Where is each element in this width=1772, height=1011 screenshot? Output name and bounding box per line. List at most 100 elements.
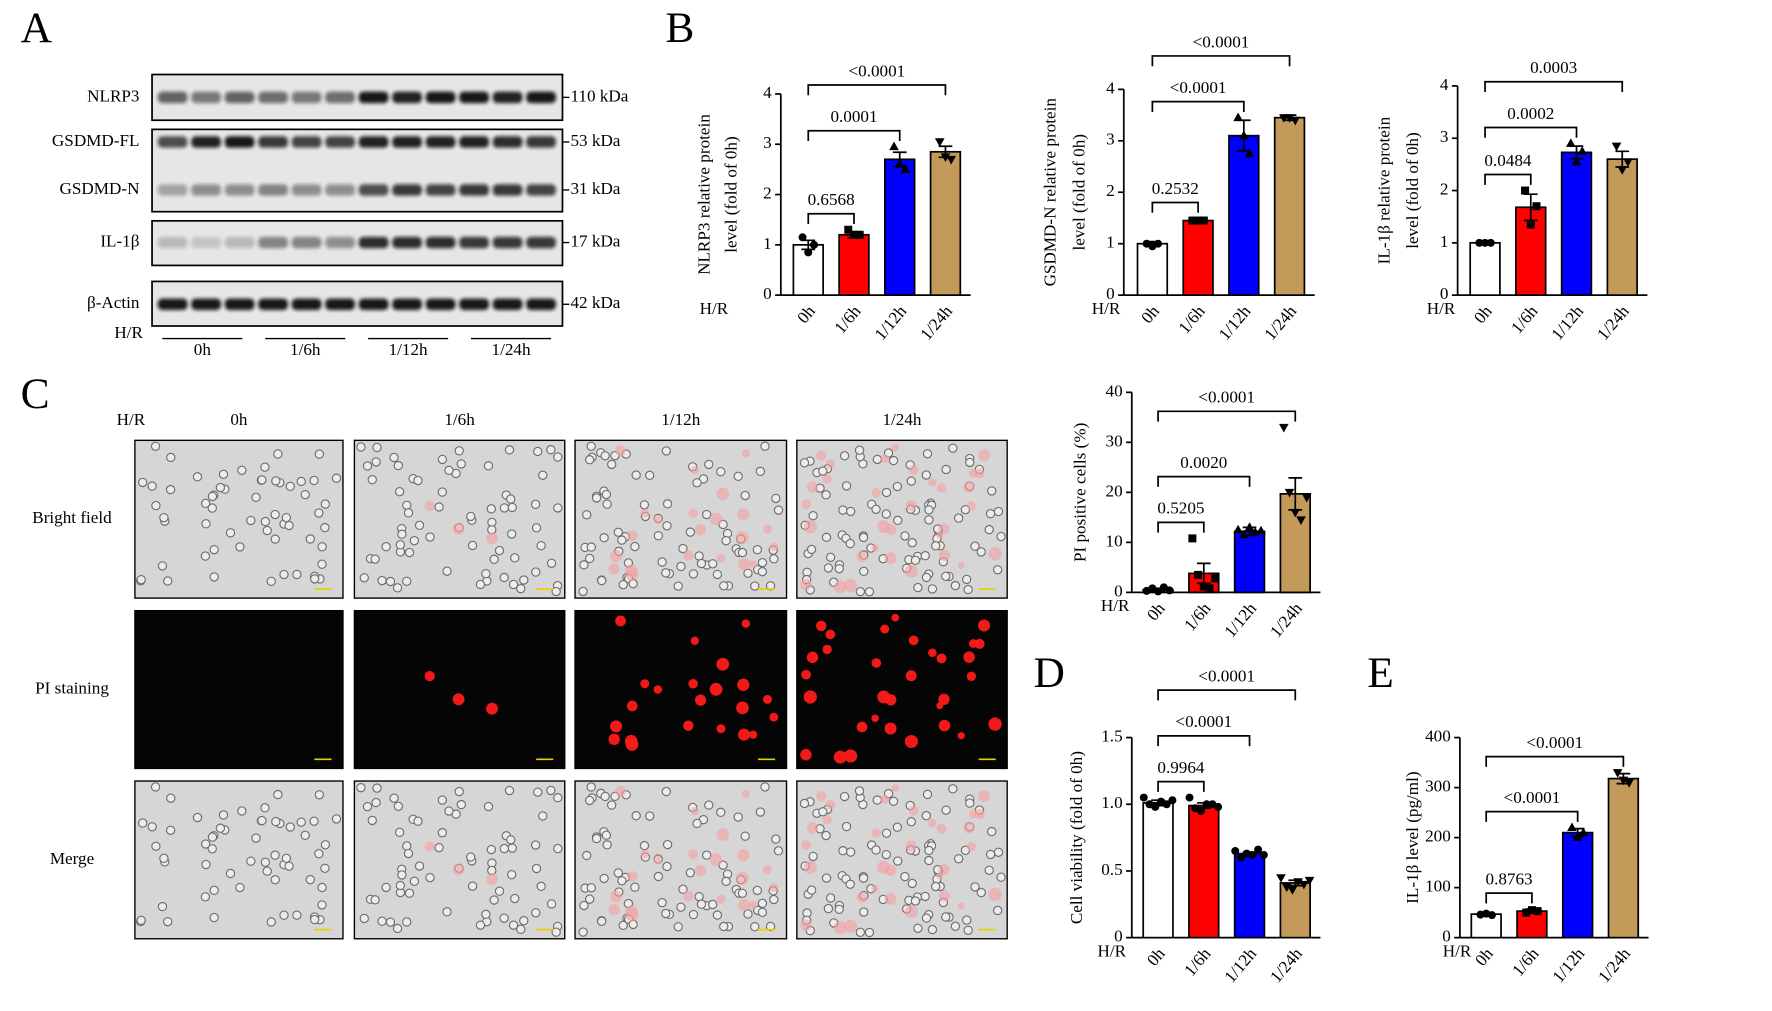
y-axis-label: level (fold of 0h) — [1069, 134, 1088, 251]
x-tick-label: 1/12h — [871, 301, 911, 343]
pi-cell — [801, 669, 811, 680]
cell — [864, 927, 875, 938]
blot-band — [358, 136, 389, 148]
cell — [858, 532, 869, 543]
y-axis-label: NLRP3 relative protein — [694, 114, 713, 275]
cell — [519, 916, 529, 926]
cell — [931, 541, 941, 551]
cell — [657, 557, 667, 567]
cell — [662, 521, 672, 531]
cell — [601, 489, 612, 500]
data-point — [1231, 846, 1240, 855]
blot-band — [459, 91, 489, 104]
data-point — [1304, 876, 1315, 886]
cell — [437, 828, 448, 838]
cell — [881, 828, 892, 838]
blot-band — [526, 236, 556, 249]
cell — [404, 888, 415, 898]
cell — [719, 581, 729, 591]
cell — [771, 493, 781, 504]
pi-cell — [610, 720, 623, 733]
y-tick-label: 200 — [1425, 827, 1451, 846]
pi-overlay — [833, 920, 847, 934]
blot-band — [325, 136, 355, 148]
data-point — [1244, 148, 1255, 158]
pi-cell — [938, 719, 951, 732]
cell — [657, 897, 667, 908]
p-value: 0.0002 — [1507, 104, 1554, 123]
cell — [372, 783, 382, 793]
cell — [251, 833, 261, 843]
cell — [733, 812, 743, 822]
cell — [992, 905, 1003, 916]
cell — [454, 446, 464, 456]
cell — [838, 505, 848, 515]
pi-overlay — [625, 908, 639, 922]
cell — [270, 509, 280, 520]
pi-cell — [736, 701, 749, 715]
y-tick-label: 30 — [1106, 431, 1123, 450]
cell — [246, 856, 256, 866]
blot-band — [526, 184, 556, 196]
x-tick-label: 1/6h — [1508, 944, 1542, 980]
cell — [362, 461, 373, 471]
cell — [437, 795, 448, 805]
data-point — [1202, 800, 1211, 809]
cell — [773, 846, 784, 856]
pi-cell — [856, 721, 868, 733]
data-point — [1290, 508, 1301, 518]
cell — [950, 921, 961, 931]
cell — [823, 903, 834, 914]
x-tick-label: 1/12h — [1221, 599, 1261, 641]
column-label: 0h — [230, 410, 248, 429]
cell — [631, 470, 641, 480]
cell — [591, 493, 602, 503]
data-point — [1185, 793, 1194, 802]
cell — [266, 917, 276, 927]
data-point — [1199, 216, 1208, 225]
cell — [841, 821, 852, 832]
data-point — [1239, 130, 1249, 140]
cell — [841, 481, 852, 491]
y-tick-label: 2 — [1440, 179, 1449, 198]
data-point — [1188, 534, 1197, 543]
y-tick-label: 0 — [1440, 284, 1449, 303]
cell — [404, 547, 415, 558]
x-tick-label: 1/6h — [1180, 944, 1214, 980]
pi-cell — [957, 732, 965, 740]
cell — [279, 910, 289, 920]
cell — [402, 917, 412, 927]
cell — [200, 498, 211, 509]
cell — [225, 528, 236, 538]
blot-band — [392, 91, 422, 104]
cell — [871, 504, 881, 514]
group-label: 0h — [194, 340, 212, 359]
cell — [393, 460, 403, 471]
cell — [733, 471, 743, 482]
pi-overlay — [966, 841, 977, 852]
x-prefix: H/R — [700, 299, 729, 318]
pi-overlay — [974, 468, 985, 479]
cell — [201, 519, 211, 529]
bar — [1279, 882, 1311, 939]
cell — [963, 925, 973, 935]
pi-overlay — [608, 563, 620, 575]
data-point — [1301, 493, 1312, 503]
cell — [818, 807, 828, 817]
cell — [385, 917, 396, 927]
data-point — [1194, 570, 1203, 579]
group-label: 1/6h — [290, 340, 321, 359]
cell — [456, 459, 466, 469]
cell — [486, 504, 497, 514]
cell — [235, 882, 245, 893]
blot-row-label: IL-1β — [100, 231, 139, 250]
x-tick-label: 1/24h — [1261, 301, 1301, 343]
cell — [881, 849, 891, 860]
data-point — [1290, 116, 1301, 126]
cell — [510, 893, 520, 904]
cell — [948, 443, 958, 453]
data-point — [1279, 423, 1289, 433]
y-tick-label: 0 — [1442, 927, 1451, 946]
cell — [402, 576, 412, 586]
cell — [377, 916, 387, 926]
